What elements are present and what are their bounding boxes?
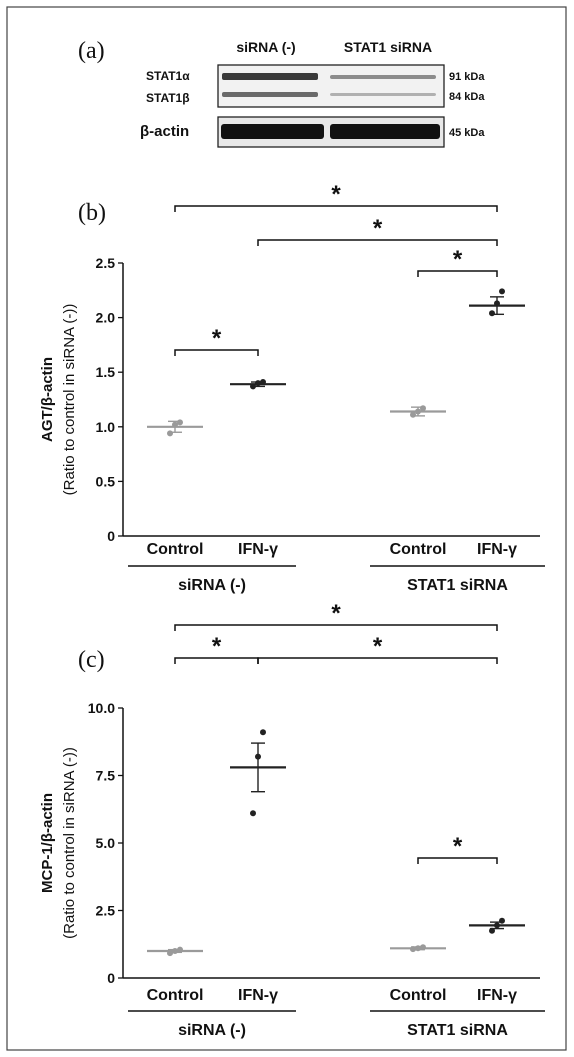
- band-bactin-lane1: [221, 124, 324, 139]
- data-point: [489, 310, 495, 317]
- panel-a: (a) siRNA (-) STAT1 siRNA STAT1α STAT1β …: [78, 38, 485, 148]
- y-tick-label: 2.0: [96, 310, 116, 326]
- significance-bracket: [257, 657, 498, 664]
- significance-bracket: [257, 239, 498, 246]
- data-point: [255, 380, 261, 387]
- group-label: STAT1 siRNA: [407, 1022, 508, 1039]
- y-tick-label: 0.5: [96, 473, 116, 489]
- blot-row-stat1a: STAT1α: [146, 69, 190, 83]
- x-category-label: IFN-γ: [238, 987, 278, 1004]
- x-category-label: Control: [390, 541, 447, 558]
- data-point: [494, 300, 500, 307]
- data-point: [420, 405, 426, 412]
- band-stat1a-lane2: [330, 75, 436, 79]
- significance-star: *: [373, 633, 383, 660]
- y-axis-label-sub: (Ratio to control in siRNA (-)): [61, 747, 78, 939]
- y-tick-label: 0: [107, 528, 115, 544]
- data-point: [172, 948, 178, 954]
- data-point: [167, 950, 173, 957]
- panel-c-chart: (c) 0 2.5 5.0 7.5 10.0 MCP-1/β-actin (Ratio to …: [39, 600, 545, 1039]
- y-tick-label: 1.0: [96, 419, 116, 435]
- data-point: [410, 946, 416, 953]
- significance-bracket: [174, 205, 498, 212]
- x-category-label: IFN-γ: [477, 541, 517, 558]
- x-category-label: IFN-γ: [238, 541, 278, 558]
- significance-star: *: [373, 215, 383, 242]
- y-tick-label: 2.5: [96, 255, 116, 271]
- significance-bracket: [174, 624, 498, 631]
- panel-label: (c): [78, 647, 105, 673]
- size-84kda: 84 kDa: [449, 91, 485, 103]
- figure-frame: [6, 6, 567, 1051]
- y-axis-label-sub: (Ratio to control in siRNA (-)): [61, 304, 78, 496]
- data-point: [415, 408, 421, 415]
- y-tick-label: 7.5: [96, 768, 116, 784]
- data-point: [177, 946, 183, 953]
- data-point: [260, 729, 266, 736]
- significance-bracket: [417, 270, 498, 277]
- data-point: [415, 945, 421, 952]
- data-point: [172, 421, 178, 428]
- data-point: [255, 753, 261, 760]
- blot-row-bactin: β-actin: [140, 123, 189, 140]
- significance-star: *: [212, 325, 222, 352]
- data-point: [489, 927, 495, 934]
- x-category-label: Control: [390, 987, 447, 1004]
- blot-row-stat1b: STAT1β: [146, 91, 190, 105]
- data-point: [410, 411, 416, 418]
- significance-star: *: [453, 246, 463, 273]
- band-stat1a-lane1: [222, 73, 318, 80]
- data-point: [420, 944, 426, 951]
- blot-header-stat1-sirna: STAT1 siRNA: [344, 39, 432, 55]
- group-label: siRNA (-): [178, 577, 246, 594]
- y-tick-label: 2.5: [96, 903, 116, 919]
- significance-star: *: [212, 633, 222, 660]
- data-point: [250, 383, 256, 390]
- data-point: [167, 430, 173, 437]
- y-tick-label: 1.5: [96, 364, 116, 380]
- x-category-label: Control: [147, 541, 204, 558]
- significance-star: *: [453, 833, 463, 860]
- band-stat1b-lane2: [330, 93, 436, 96]
- x-category-label: IFN-γ: [477, 987, 517, 1004]
- band-bactin-lane2: [330, 124, 440, 139]
- significance-star: *: [331, 600, 341, 627]
- x-category-label: Control: [147, 987, 204, 1004]
- panel-b-chart: (b) 0 0.5 1.0 1.5 2.0 2.5 AGT/β-actin (Ratio to …: [39, 181, 545, 594]
- data-point: [250, 810, 256, 817]
- group-label: siRNA (-): [178, 1022, 246, 1039]
- data-point: [494, 922, 500, 929]
- y-tick-label: 0: [107, 970, 115, 986]
- panel-label: (b): [78, 200, 106, 226]
- significance-bracket: [174, 349, 259, 356]
- y-tick-label: 10.0: [88, 700, 115, 716]
- band-stat1b-lane1: [222, 92, 318, 97]
- panel-a-label: (a): [78, 38, 105, 64]
- y-tick-label: 5.0: [96, 835, 116, 851]
- significance-bracket: [417, 857, 498, 864]
- data-point: [260, 379, 266, 386]
- data-point: [177, 419, 183, 426]
- y-axis-label: MCP-1/β-actin: [39, 793, 56, 893]
- y-axis-label: AGT/β-actin: [39, 357, 56, 442]
- data-point: [499, 917, 505, 924]
- data-point: [499, 288, 505, 295]
- blot-stat1-box: [217, 64, 445, 108]
- size-91kda: 91 kDa: [449, 71, 485, 83]
- significance-star: *: [331, 181, 341, 208]
- size-45kda: 45 kDa: [449, 127, 485, 139]
- group-label: STAT1 siRNA: [407, 577, 508, 594]
- blot-header-sirna-neg: siRNA (-): [236, 39, 295, 55]
